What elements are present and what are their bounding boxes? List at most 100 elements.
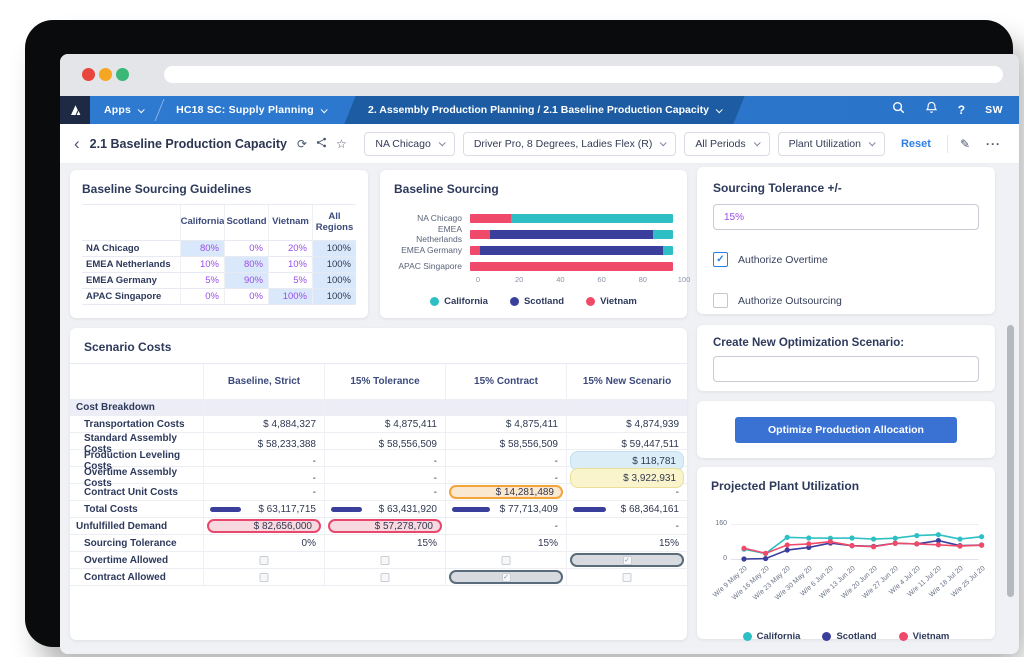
scenario-value-cell[interactable] bbox=[203, 569, 324, 585]
data-point[interactable] bbox=[763, 555, 769, 562]
scenario-value-cell[interactable]: $ 63,117,715 bbox=[203, 501, 324, 517]
data-point[interactable] bbox=[784, 534, 790, 540]
apps-menu[interactable]: Apps bbox=[90, 96, 157, 124]
scenario-value-cell[interactable]: $ 68,364,161 bbox=[566, 501, 687, 517]
more-options-icon[interactable]: ··· bbox=[986, 136, 1001, 151]
scenario-value-cell[interactable]: - bbox=[324, 484, 445, 500]
scenario-value-cell[interactable] bbox=[445, 552, 566, 568]
scenario-value-cell[interactable]: ✓ bbox=[445, 569, 566, 585]
guideline-value-cell[interactable]: 100% bbox=[312, 241, 356, 256]
data-point[interactable] bbox=[935, 542, 941, 548]
stacked-bar[interactable] bbox=[470, 213, 673, 223]
guideline-value-cell[interactable]: 90% bbox=[224, 273, 268, 288]
checkbox-unchecked[interactable] bbox=[259, 572, 269, 582]
new-scenario-name-input[interactable] bbox=[713, 356, 979, 382]
legend-item-scotland[interactable]: Scotland bbox=[822, 631, 877, 642]
scenario-value-cell[interactable]: $ 14,281,489 bbox=[445, 484, 566, 500]
optimize-production-allocation-button[interactable]: Optimize Production Allocation bbox=[735, 416, 957, 443]
guideline-value-cell[interactable]: 100% bbox=[312, 273, 356, 288]
scenario-value-cell[interactable]: - bbox=[566, 518, 687, 534]
data-point[interactable] bbox=[871, 536, 877, 542]
scenario-value-cell[interactable] bbox=[566, 569, 687, 585]
data-point[interactable] bbox=[957, 536, 963, 542]
guideline-value-cell[interactable]: 20% bbox=[268, 241, 312, 256]
scenario-value-cell[interactable]: - bbox=[203, 484, 324, 500]
stacked-bar[interactable] bbox=[470, 229, 673, 239]
guideline-value-cell[interactable]: 100% bbox=[312, 257, 356, 272]
guideline-value-cell[interactable]: 0% bbox=[224, 289, 268, 304]
legend-item-california[interactable]: California bbox=[742, 631, 800, 642]
scenario-value-cell[interactable]: 15% bbox=[566, 535, 687, 551]
scenario-value-cell[interactable]: - bbox=[445, 450, 566, 472]
close-window-button[interactable] bbox=[82, 68, 95, 81]
filter-dropdown-2[interactable]: All Periods bbox=[684, 131, 770, 156]
guideline-value-cell[interactable]: 80% bbox=[224, 257, 268, 272]
data-point[interactable] bbox=[914, 541, 920, 547]
scenario-value-cell[interactable]: - bbox=[324, 450, 445, 472]
scenario-value-cell[interactable]: $ 59,447,511 bbox=[566, 433, 687, 455]
data-point[interactable] bbox=[806, 541, 812, 547]
stacked-bar[interactable] bbox=[470, 245, 673, 255]
data-point[interactable] bbox=[741, 545, 747, 551]
scenario-value-cell[interactable]: ✓ bbox=[566, 552, 687, 568]
filter-dropdown-0[interactable]: NA Chicago bbox=[364, 131, 455, 156]
scenario-value-cell[interactable]: $ 57,278,700 bbox=[324, 518, 445, 534]
scenario-value-cell[interactable]: - bbox=[445, 518, 566, 534]
back-button[interactable]: ‹ bbox=[74, 134, 80, 153]
scenario-value-cell[interactable]: - bbox=[203, 450, 324, 472]
data-point[interactable] bbox=[935, 532, 941, 538]
guideline-value-cell[interactable]: 10% bbox=[180, 257, 224, 272]
search-icon[interactable] bbox=[892, 101, 905, 119]
data-point[interactable] bbox=[849, 543, 855, 549]
data-point[interactable] bbox=[784, 542, 790, 548]
scenario-value-cell[interactable]: $ 77,713,409 bbox=[445, 501, 566, 517]
guideline-value-cell[interactable]: 0% bbox=[224, 241, 268, 256]
data-point[interactable] bbox=[892, 535, 898, 541]
scenario-value-cell[interactable]: $ 4,874,939 bbox=[566, 416, 687, 432]
scenario-value-cell[interactable]: $ 82,656,000 bbox=[203, 518, 324, 534]
scenario-value-cell[interactable]: - bbox=[324, 467, 445, 489]
reset-button[interactable]: Reset bbox=[900, 137, 931, 150]
checkbox-unchecked[interactable] bbox=[622, 572, 632, 582]
guideline-value-cell[interactable]: 10% bbox=[268, 257, 312, 272]
share-icon[interactable] bbox=[316, 137, 327, 151]
checkbox-authorize-outsourcing[interactable] bbox=[713, 293, 728, 308]
data-point[interactable] bbox=[741, 556, 747, 562]
data-point[interactable] bbox=[763, 550, 769, 556]
checkbox-unchecked[interactable] bbox=[380, 555, 390, 565]
active-page-tab[interactable]: 2. Assembly Production Planning / 2.1 Ba… bbox=[344, 96, 745, 124]
scenario-value-cell[interactable] bbox=[324, 552, 445, 568]
checkbox-authorize-overtime[interactable]: ✓ bbox=[713, 252, 728, 267]
scenario-value-cell[interactable] bbox=[203, 552, 324, 568]
scenario-value-cell[interactable]: $ 4,884,327 bbox=[203, 416, 324, 432]
data-point[interactable] bbox=[957, 543, 963, 549]
guideline-value-cell[interactable]: 5% bbox=[180, 273, 224, 288]
checkbox-unchecked[interactable] bbox=[259, 555, 269, 565]
scenario-value-cell[interactable]: $ 3,922,931 bbox=[566, 467, 687, 489]
guideline-value-cell[interactable]: 100% bbox=[268, 289, 312, 304]
data-point[interactable] bbox=[849, 535, 855, 541]
data-point[interactable] bbox=[784, 547, 790, 553]
data-point[interactable] bbox=[892, 540, 898, 546]
data-point[interactable] bbox=[806, 535, 812, 541]
scenario-value-cell[interactable] bbox=[324, 569, 445, 585]
guideline-value-cell[interactable]: 80% bbox=[180, 241, 224, 256]
scenario-value-cell[interactable]: $ 58,556,509 bbox=[324, 433, 445, 455]
filter-dropdown-3[interactable]: Plant Utilization bbox=[777, 131, 885, 156]
data-point[interactable] bbox=[979, 534, 985, 540]
data-point[interactable] bbox=[979, 542, 985, 548]
address-bar[interactable] bbox=[164, 66, 1003, 83]
checkbox-checked[interactable]: ✓ bbox=[501, 572, 511, 582]
notifications-bell-icon[interactable] bbox=[925, 101, 938, 119]
data-point[interactable] bbox=[914, 532, 920, 539]
edit-pencil-icon[interactable]: ✎ bbox=[959, 136, 970, 151]
scenario-value-cell[interactable]: 0% bbox=[203, 535, 324, 551]
scenario-value-cell[interactable]: $ 58,233,388 bbox=[203, 433, 324, 455]
checkbox-unchecked[interactable] bbox=[501, 555, 511, 565]
guideline-value-cell[interactable]: 0% bbox=[180, 289, 224, 304]
data-point[interactable] bbox=[935, 538, 941, 544]
stacked-bar[interactable] bbox=[470, 261, 673, 271]
legend-item-vietnam[interactable]: Vietnam bbox=[586, 296, 637, 307]
guideline-value-cell[interactable]: 100% bbox=[312, 289, 356, 304]
legend-item-california[interactable]: California bbox=[430, 296, 488, 307]
